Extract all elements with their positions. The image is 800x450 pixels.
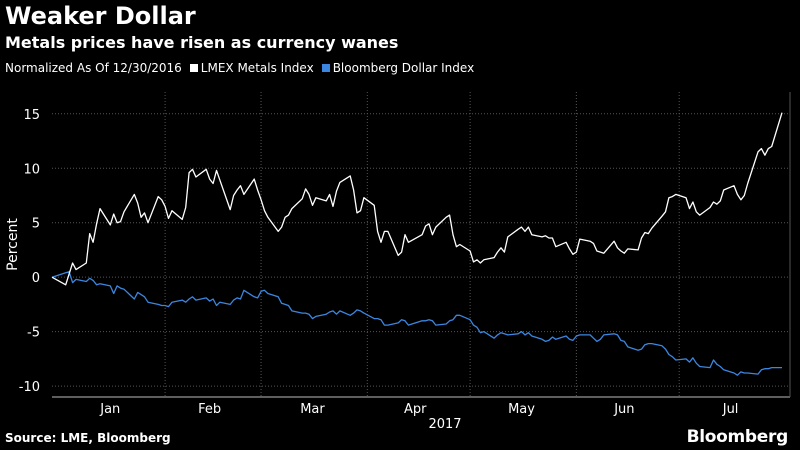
x-tick-label: Jun [613,402,634,417]
y-tick-label: 15 [23,108,40,123]
legend-label-dollar: Bloomberg Dollar Index [332,61,475,75]
y-tick-label: -10 [19,380,40,395]
chart-title: Weaker Dollar [5,2,196,30]
legend-item-lmex: LMEX Metals Index [189,61,314,75]
y-tick-label: 10 [23,162,40,177]
x-axis-label: 2017 [428,417,461,432]
x-tick-label: Apr [404,402,427,417]
source-note: Source: LME, Bloomberg [5,431,171,445]
legend-label-lmex: LMEX Metals Index [200,61,314,75]
y-tick-label: -5 [27,326,40,341]
legend-note: Normalized As Of 12/30/2016 [5,61,182,75]
x-tick-label: Feb [198,402,221,417]
legend-item-dollar: Bloomberg Dollar Index [321,61,475,75]
legend-swatch-dollar [321,64,330,72]
x-tick-label: Jul [722,402,739,417]
bloomberg-logo: Bloomberg [686,427,789,447]
x-tick-label: May [508,402,535,417]
series-line-dollar [51,271,782,376]
legend: Normalized As Of 12/30/2016 LMEX Metals … [5,60,482,76]
y-tick-label: 0 [32,271,40,286]
y-axis-label: Percent [5,218,21,271]
legend-swatch-lmex [189,64,198,72]
chart-subtitle: Metals prices have risen as currency wan… [5,33,399,52]
y-tick-label: 5 [32,217,40,232]
x-tick-label: Jan [99,402,120,417]
x-tick-label: Mar [300,402,325,417]
series-line-lmex [51,112,783,286]
